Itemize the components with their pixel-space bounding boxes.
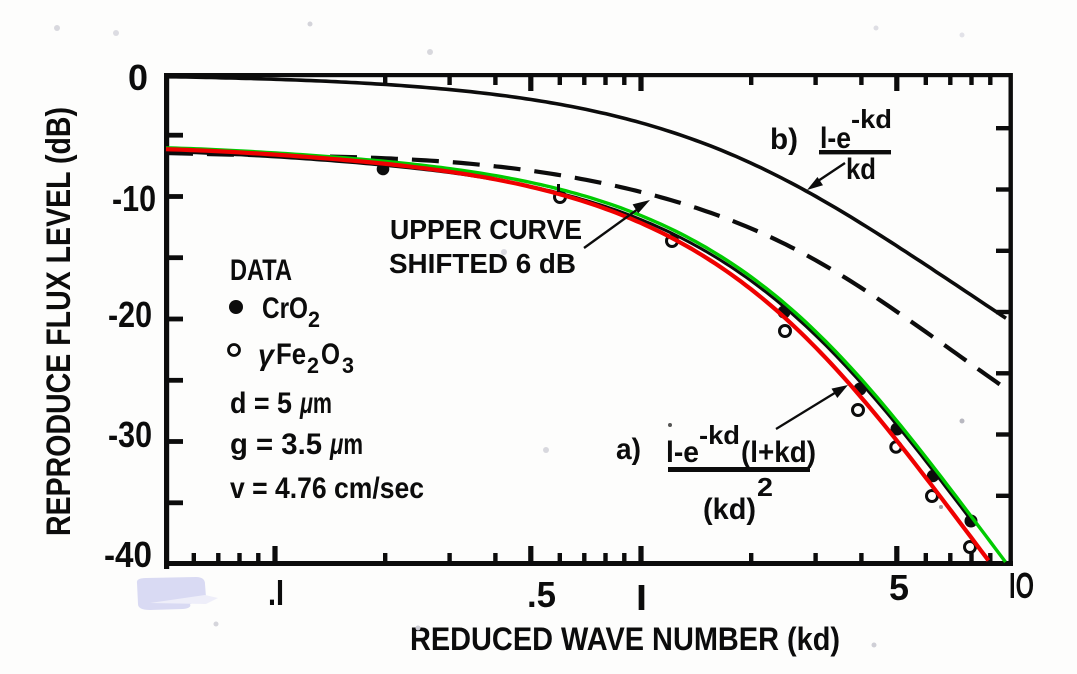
svg-text:REDUCED WAVE NUMBER (kd): REDUCED WAVE NUMBER (kd): [410, 621, 840, 657]
svg-text:IO: IO: [1009, 565, 1034, 606]
svg-text:O: O: [321, 338, 340, 371]
svg-text:b): b): [770, 123, 798, 156]
svg-text:2: 2: [757, 472, 773, 502]
svg-text:SHIFTED 6 dB: SHIFTED 6 dB: [389, 248, 576, 279]
svg-text:kd: kd: [846, 153, 876, 186]
svg-text:(kd): (kd): [703, 493, 756, 526]
svg-text:a): a): [616, 433, 641, 466]
svg-text:l-e: l-e: [820, 122, 851, 155]
svg-text:-30: -30: [108, 414, 152, 455]
svg-text:-40: -40: [104, 534, 152, 575]
svg-text:.I: .I: [268, 572, 284, 613]
svg-text:-kd: -kd: [699, 420, 740, 450]
svg-text:d = 5: d = 5: [230, 387, 292, 420]
svg-text:-kd: -kd: [851, 104, 892, 134]
svg-text:2: 2: [308, 307, 320, 332]
svg-text:5: 5: [889, 567, 909, 608]
svg-text:DATA: DATA: [230, 254, 292, 287]
svg-text:.5: .5: [527, 574, 556, 615]
svg-text:UPPER CURVE: UPPER CURVE: [390, 214, 582, 245]
svg-text:μm: μm: [329, 428, 363, 461]
svg-text:-20: -20: [108, 294, 152, 335]
svg-text:I: I: [636, 577, 647, 618]
svg-text:g = 3.5: g = 3.5: [230, 428, 322, 461]
svg-text:REPRODUCE FLUX LEVEL (dB): REPRODUCE FLUX LEVEL (dB): [40, 107, 78, 536]
svg-text:(l+kd): (l+kd): [741, 436, 816, 469]
svg-text:2: 2: [307, 353, 319, 378]
svg-text:v = 4.76 cm/sec: v = 4.76 cm/sec: [230, 472, 424, 505]
svg-text:μm: μm: [299, 387, 332, 420]
svg-text:l-e: l-e: [666, 436, 699, 469]
svg-text:CrO: CrO: [262, 292, 308, 325]
svg-text:γ: γ: [258, 339, 276, 372]
svg-text:0: 0: [128, 57, 148, 98]
svg-text:-10: -10: [112, 178, 156, 219]
svg-text:3: 3: [342, 353, 354, 378]
svg-text:Fe: Fe: [276, 338, 306, 371]
